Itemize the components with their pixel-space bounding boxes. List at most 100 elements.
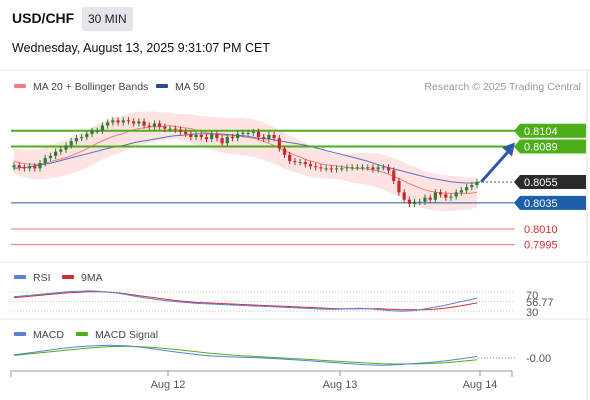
rsi-legend: RSI 9MA: [14, 272, 103, 284]
candle-body: [80, 137, 84, 139]
rsi-level-70: 70: [526, 290, 538, 302]
candle-body: [184, 131, 188, 134]
candle-body: [173, 128, 177, 130]
candle-body: [464, 187, 469, 191]
rsi-line: [13, 290, 478, 312]
candle-body: [438, 192, 443, 195]
candle-body: [241, 132, 245, 134]
macd-line: [13, 344, 478, 366]
ma20-legend-swatch: [14, 84, 26, 88]
candle-body: [340, 168, 344, 170]
candle-body: [194, 134, 198, 138]
rsi-ma-legend-label: 9MA: [81, 272, 103, 284]
candle-body: [308, 164, 313, 167]
x-tick-label: Aug 12: [151, 379, 186, 391]
candle-body: [251, 131, 255, 133]
x-tick-label: Aug 13: [323, 379, 358, 391]
current-price-label: 0.8055: [524, 177, 558, 189]
chart-header: USD/CHF 30 MIN Wednesday, August 13, 202…: [0, 0, 590, 70]
ma50-legend-label: MA 50: [175, 81, 205, 93]
candle-body: [428, 197, 432, 200]
candle-body: [381, 167, 385, 169]
candle-body: [324, 168, 328, 170]
candle-body: [178, 129, 183, 132]
candle-body: [111, 120, 115, 123]
candle-body: [100, 125, 105, 131]
macd-legend-swatch: [14, 332, 26, 336]
candle-body: [366, 167, 370, 169]
candle-body: [22, 167, 27, 169]
candle-body: [376, 167, 380, 170]
rsi-plot-area: [11, 290, 515, 312]
candle-body: [392, 170, 396, 181]
candle-body: [267, 134, 271, 140]
candle-body: [74, 138, 79, 142]
candle-body: [189, 133, 193, 138]
candle-body: [230, 137, 235, 139]
candle-body: [262, 137, 266, 140]
candle-body: [303, 162, 307, 165]
rsi-legend-label: RSI: [33, 272, 51, 284]
candle-body: [59, 149, 63, 152]
candle-body: [386, 167, 391, 171]
candle-body: [12, 165, 16, 168]
candle-body: [314, 166, 318, 168]
candle-body: [210, 133, 214, 140]
candle-body: [470, 185, 474, 188]
resistance-price-label: 0.8089: [524, 141, 558, 153]
candle-body: [147, 125, 151, 127]
candle-body: [282, 148, 287, 155]
candle-body: [106, 122, 110, 126]
support-level-label: 0.8010: [524, 224, 558, 236]
candle-body: [334, 168, 339, 170]
candle-body: [371, 167, 375, 170]
candle-body: [163, 126, 167, 129]
candle-body: [298, 162, 302, 164]
candle-body: [272, 134, 276, 139]
candle-body: [277, 138, 281, 149]
candle-body: [152, 123, 157, 127]
timeframe-badge[interactable]: 30 MIN: [82, 7, 133, 31]
candle-body: [43, 157, 47, 164]
candle-body: [475, 181, 479, 186]
macd-signal-line: [13, 345, 478, 365]
ma50-legend-swatch: [156, 84, 168, 88]
candle-body: [168, 128, 172, 130]
candle-body: [116, 120, 120, 123]
candle-body: [329, 168, 333, 170]
candle-body: [85, 133, 89, 138]
candle-body: [433, 192, 437, 200]
support-level-label: 0.7995: [524, 240, 558, 252]
macd-signal-legend-label: MACD Signal: [95, 329, 158, 341]
candle-body: [246, 132, 250, 134]
candle-body: [345, 167, 349, 169]
macd-current-value: -0.00: [526, 353, 551, 365]
candle-body: [142, 121, 146, 126]
ma50-line: [13, 133, 477, 184]
candle-body: [236, 133, 240, 139]
resistance-price-label: 0.8104: [524, 126, 558, 138]
candle-body: [350, 167, 354, 169]
rsi-ma-line: [13, 291, 478, 311]
candle-body: [121, 120, 125, 123]
candle-body: [48, 155, 53, 158]
candle-body: [418, 201, 422, 203]
candle-body: [449, 196, 453, 198]
candle-body: [444, 194, 448, 198]
candle-body: [256, 131, 261, 138]
candle-body: [69, 141, 73, 146]
macd-signal-legend-swatch: [76, 332, 88, 336]
candle-body: [199, 134, 203, 138]
candle-body: [402, 192, 406, 200]
macd-legend: MACD MACD Signal: [14, 329, 158, 341]
bollinger-band: [14, 111, 477, 212]
timestamp: Wednesday, August 13, 2025 9:31:07 PM CE…: [12, 41, 271, 55]
rsi-ma-legend-swatch: [62, 275, 74, 279]
rsi-legend-swatch: [14, 275, 26, 279]
pivot-price-label: 0.8035: [524, 198, 558, 210]
candle-body: [360, 167, 365, 169]
candle-body: [28, 166, 32, 169]
resistance-price-tag: [514, 139, 586, 154]
candle-body: [225, 137, 229, 144]
